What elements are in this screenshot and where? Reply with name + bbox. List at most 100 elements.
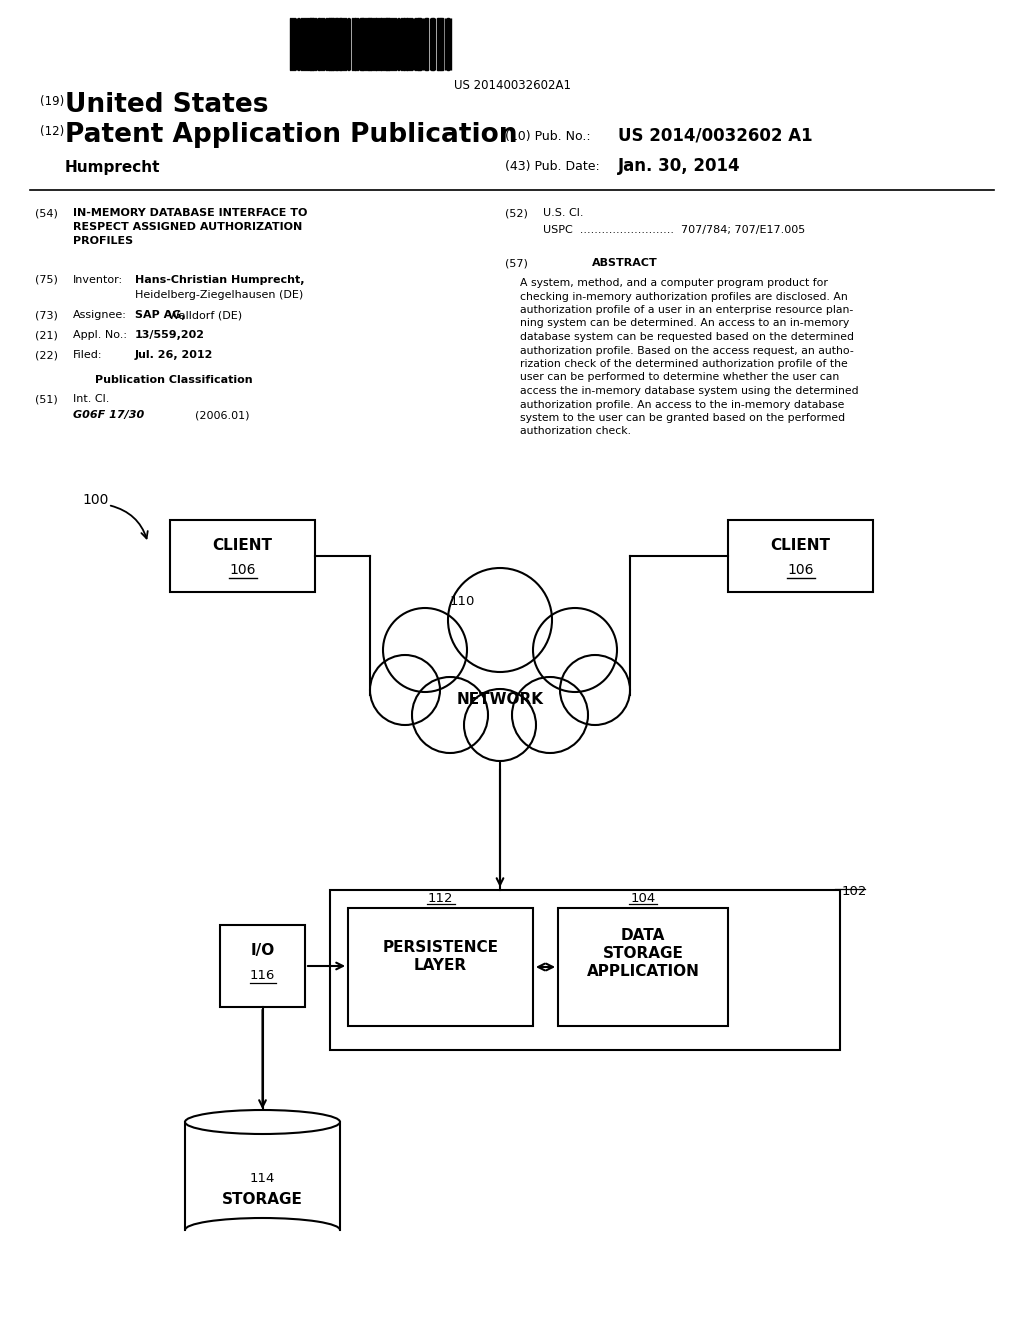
Text: IN-MEMORY DATABASE INTERFACE TO
RESPECT ASSIGNED AUTHORIZATION
PROFILES: IN-MEMORY DATABASE INTERFACE TO RESPECT …	[73, 209, 307, 246]
FancyBboxPatch shape	[348, 908, 534, 1026]
FancyBboxPatch shape	[330, 890, 840, 1049]
Text: United States: United States	[65, 92, 268, 117]
Circle shape	[383, 609, 467, 692]
FancyBboxPatch shape	[170, 520, 315, 591]
Text: Walldorf (DE): Walldorf (DE)	[165, 310, 242, 319]
Bar	[304, 18, 306, 70]
Bar	[378, 18, 379, 70]
Text: database system can be requested based on the determined: database system can be requested based o…	[520, 333, 854, 342]
Text: 116: 116	[250, 969, 275, 982]
Bar	[290, 18, 292, 70]
FancyBboxPatch shape	[220, 925, 305, 1007]
Text: rization check of the determined authorization profile of the: rization check of the determined authori…	[520, 359, 848, 370]
Text: CLIENT: CLIENT	[213, 539, 272, 553]
Bar	[368, 18, 369, 70]
Text: DATA: DATA	[621, 928, 666, 942]
Text: Filed:: Filed:	[73, 350, 102, 360]
Text: (51): (51)	[35, 393, 57, 404]
Text: (43) Pub. Date:: (43) Pub. Date:	[505, 160, 600, 173]
Text: (22): (22)	[35, 350, 58, 360]
Text: CLIENT: CLIENT	[770, 539, 830, 553]
Bar	[330, 18, 331, 70]
Circle shape	[464, 689, 536, 762]
Text: USPC  ..........................  707/784; 707/E17.005: USPC .......................... 707/784;…	[543, 224, 805, 235]
Bar	[351, 18, 353, 70]
Bar	[341, 18, 342, 70]
Text: Humprecht: Humprecht	[65, 160, 161, 176]
Text: (19): (19)	[40, 95, 65, 108]
Text: NETWORK: NETWORK	[457, 693, 544, 708]
Text: (10) Pub. No.:: (10) Pub. No.:	[505, 129, 591, 143]
Bar	[185, 1122, 340, 1230]
Circle shape	[449, 568, 552, 672]
Circle shape	[370, 655, 440, 725]
Text: 114: 114	[250, 1172, 275, 1185]
Text: 112: 112	[428, 892, 454, 906]
FancyArrowPatch shape	[111, 506, 147, 539]
FancyBboxPatch shape	[558, 908, 728, 1026]
Bar	[333, 18, 334, 70]
Bar	[328, 18, 329, 70]
Text: STORAGE: STORAGE	[602, 946, 683, 961]
Text: LAYER: LAYER	[414, 958, 467, 973]
Text: Assignee:: Assignee:	[73, 310, 127, 319]
Circle shape	[560, 655, 630, 725]
Text: 102: 102	[842, 884, 867, 898]
Text: G06F 17/30: G06F 17/30	[73, 411, 144, 420]
Bar	[387, 18, 389, 70]
Bar	[294, 18, 295, 70]
Text: 104: 104	[631, 892, 655, 906]
Text: (57): (57)	[505, 257, 528, 268]
Bar	[313, 18, 314, 70]
Text: (52): (52)	[505, 209, 528, 218]
Text: (75): (75)	[35, 275, 58, 285]
Bar	[397, 18, 398, 70]
Text: authorization profile. Based on the access request, an autho-: authorization profile. Based on the acce…	[520, 346, 854, 355]
Circle shape	[412, 677, 488, 752]
Text: (21): (21)	[35, 330, 58, 341]
Text: 106: 106	[787, 564, 814, 577]
Text: checking in-memory authorization profiles are disclosed. An: checking in-memory authorization profile…	[520, 292, 848, 301]
Text: system to the user can be granted based on the performed: system to the user can be granted based …	[520, 413, 845, 422]
Bar	[366, 18, 367, 70]
Text: access the in-memory database system using the determined: access the in-memory database system usi…	[520, 385, 859, 396]
Text: Publication Classification: Publication Classification	[95, 375, 253, 385]
Text: 100: 100	[82, 492, 109, 507]
Bar	[348, 18, 349, 70]
Text: authorization profile of a user in an enterprise resource plan-: authorization profile of a user in an en…	[520, 305, 853, 315]
Bar	[441, 18, 442, 70]
Text: (73): (73)	[35, 310, 58, 319]
Text: ning system can be determined. An access to an in-memory: ning system can be determined. An access…	[520, 318, 849, 329]
Text: STORAGE: STORAGE	[222, 1192, 303, 1206]
Bar	[354, 18, 355, 70]
Circle shape	[512, 677, 588, 752]
Text: (2006.01): (2006.01)	[195, 411, 250, 420]
Text: user can be performed to determine whether the user can: user can be performed to determine wheth…	[520, 372, 840, 383]
Text: PERSISTENCE: PERSISTENCE	[383, 940, 499, 954]
Text: authorization profile. An access to the in-memory database: authorization profile. An access to the …	[520, 400, 845, 409]
Text: Heidelberg-Ziegelhausen (DE): Heidelberg-Ziegelhausen (DE)	[135, 290, 303, 300]
Text: ABSTRACT: ABSTRACT	[592, 257, 657, 268]
Text: Inventor:: Inventor:	[73, 275, 123, 285]
Text: SAP AG,: SAP AG,	[135, 310, 185, 319]
Bar	[360, 18, 361, 70]
Bar	[431, 18, 433, 70]
Bar	[321, 18, 323, 70]
Bar	[335, 18, 337, 70]
Text: U.S. Cl.: U.S. Cl.	[543, 209, 584, 218]
Bar	[446, 18, 447, 70]
Ellipse shape	[185, 1110, 340, 1134]
Bar	[438, 18, 440, 70]
Bar	[292, 18, 293, 70]
Text: Jul. 26, 2012: Jul. 26, 2012	[135, 350, 213, 360]
Text: Jan. 30, 2014: Jan. 30, 2014	[618, 157, 740, 176]
Bar	[318, 18, 319, 70]
Bar	[311, 18, 312, 70]
FancyBboxPatch shape	[728, 520, 873, 591]
Bar	[436, 18, 438, 70]
Text: (54): (54)	[35, 209, 58, 218]
Text: 106: 106	[229, 564, 256, 577]
Bar	[345, 18, 346, 70]
Bar	[415, 18, 417, 70]
Text: US 2014/0032602 A1: US 2014/0032602 A1	[618, 127, 813, 145]
